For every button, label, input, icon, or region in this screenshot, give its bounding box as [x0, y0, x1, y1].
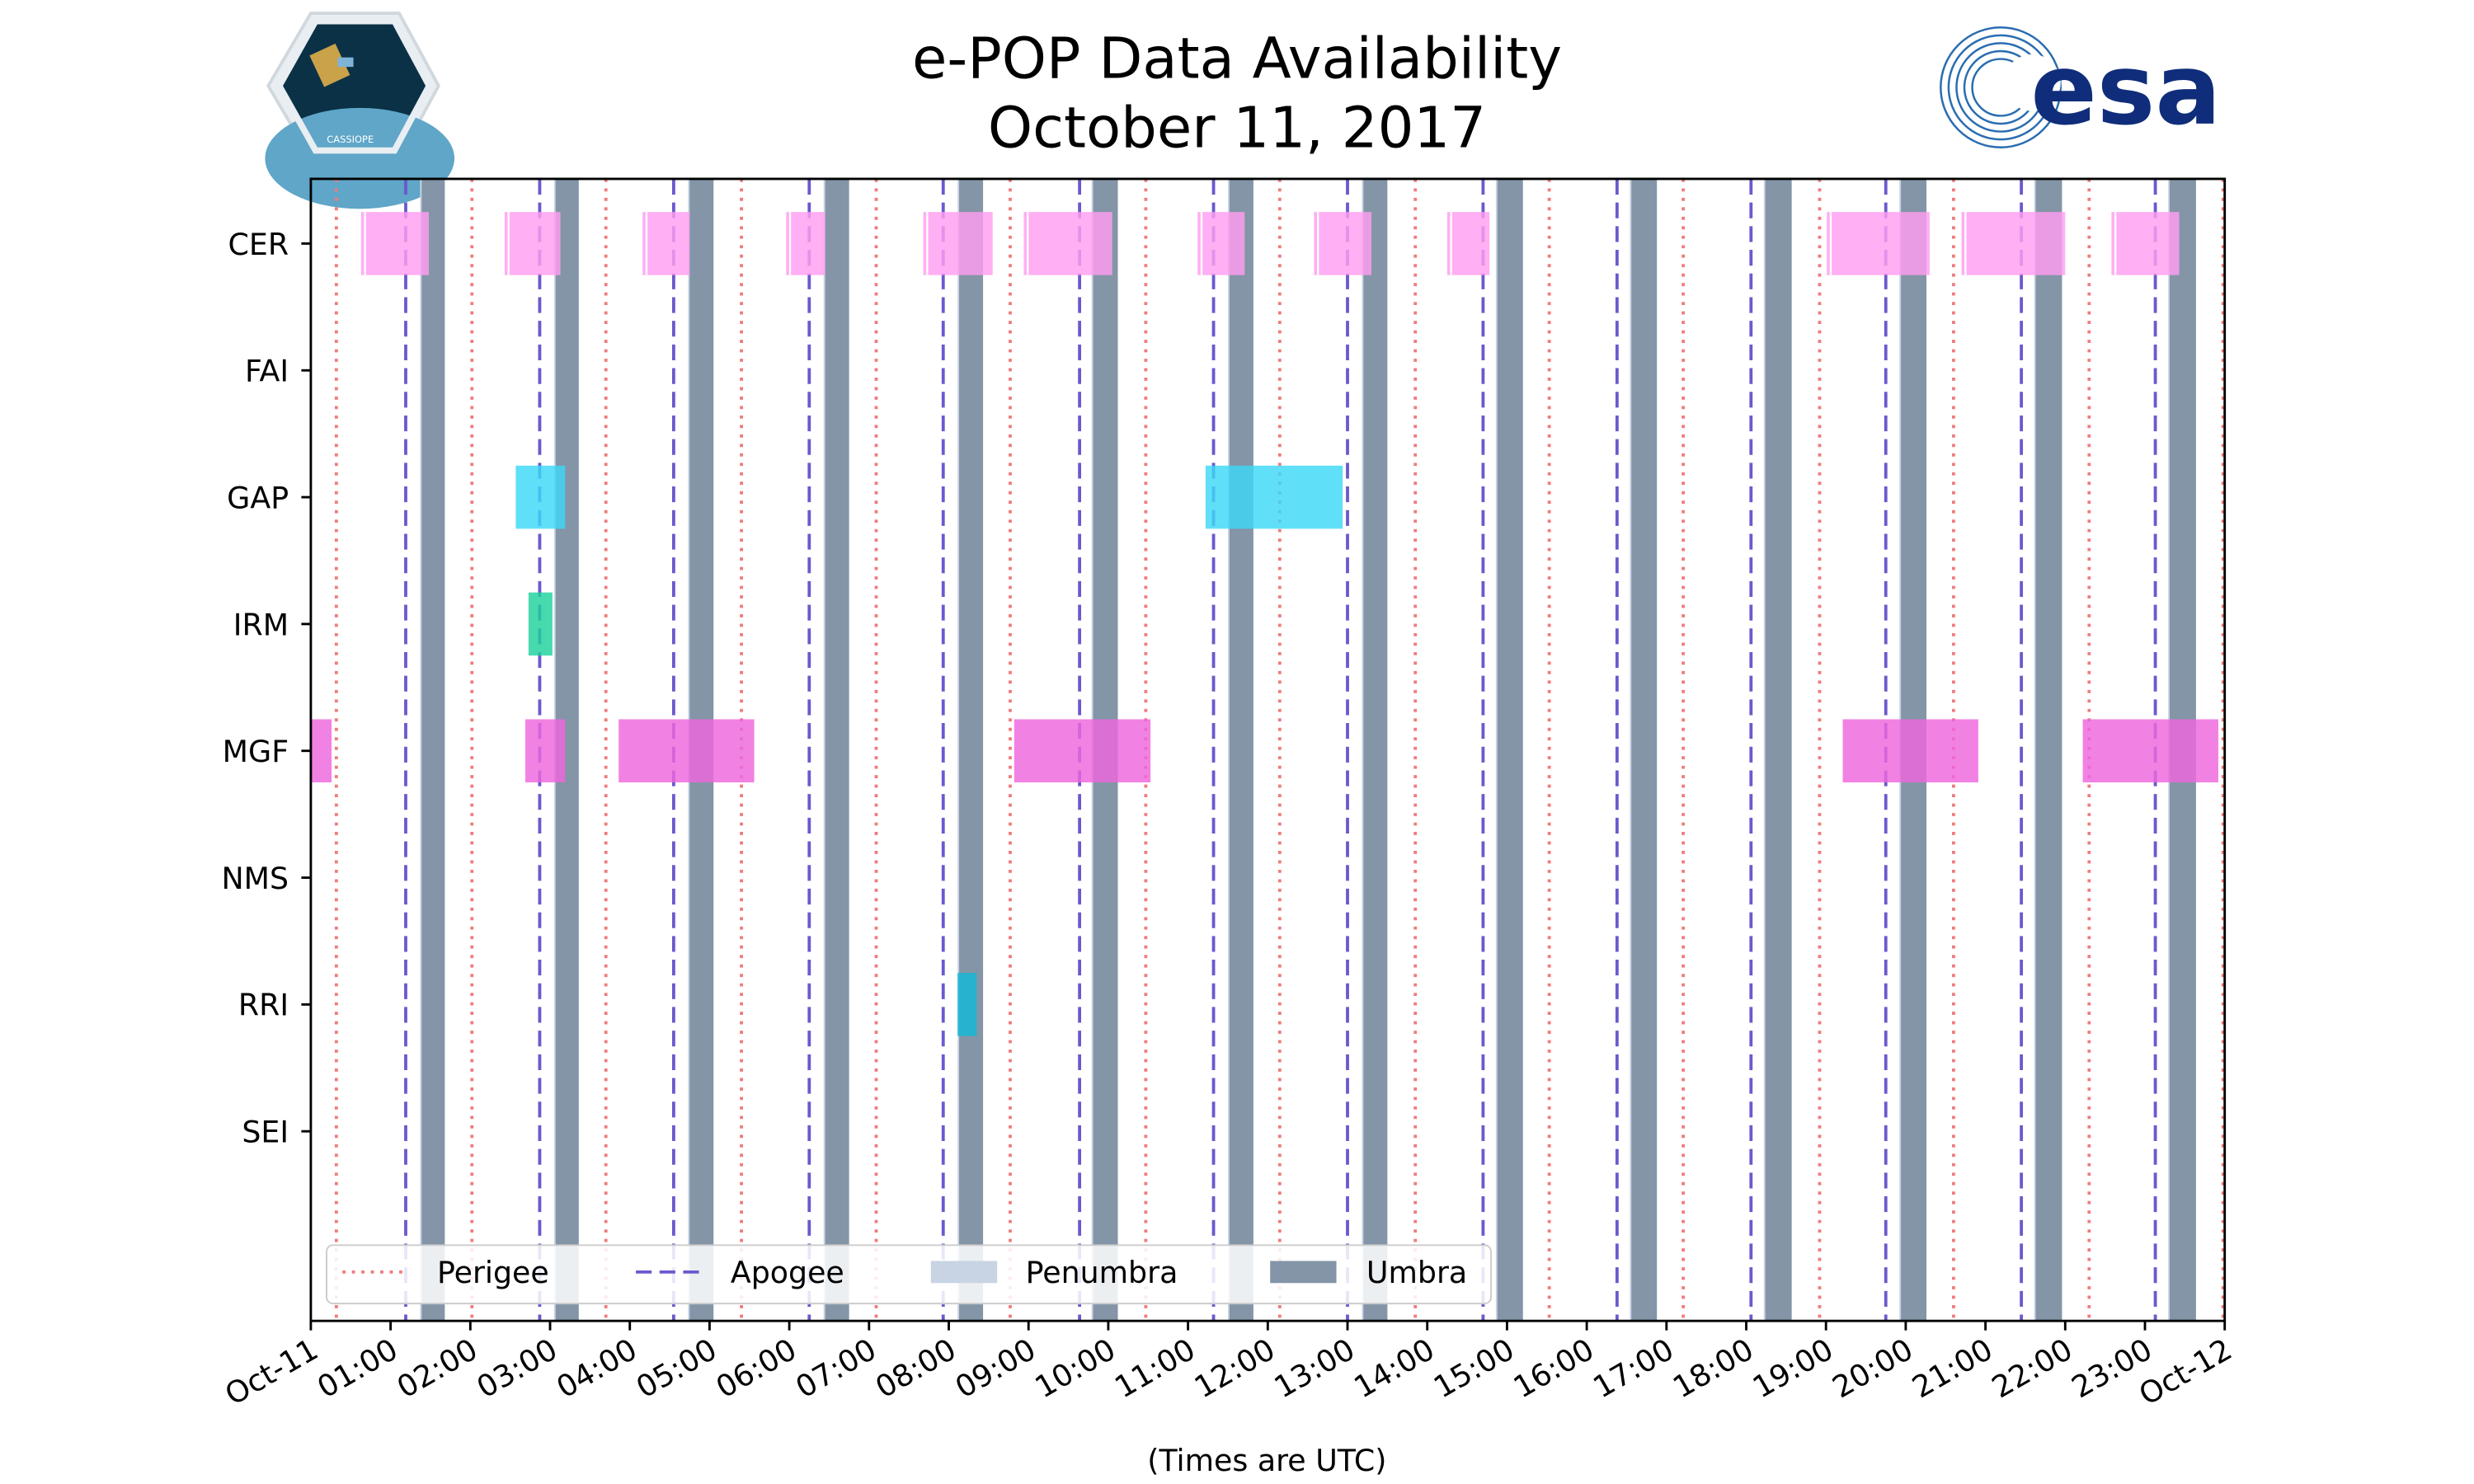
x-tick-label: Oct-12: [2133, 1331, 2237, 1412]
x-tick-label: 18:00: [1667, 1331, 1759, 1406]
umbra-band: [2035, 178, 2062, 1322]
data-bar-cer: [1446, 212, 1490, 275]
y-tick-label: MGF: [223, 734, 289, 769]
x-tick-label: 17:00: [1587, 1331, 1680, 1406]
data-bar-gap: [1205, 465, 1343, 529]
data-bar-mgf: [2082, 719, 2218, 782]
x-tick-label: 12:00: [1188, 1331, 1281, 1406]
data-bar-cer: [360, 212, 430, 275]
x-tick-label: 09:00: [949, 1331, 1042, 1406]
x-tick-label: 04:00: [550, 1331, 642, 1406]
cassiope-logo-text: CASSIOPE: [327, 134, 374, 145]
x-tick-label: 14:00: [1348, 1331, 1440, 1406]
umbra-band: [421, 178, 445, 1322]
penumbra-band: [957, 178, 961, 1322]
x-tick-label: 01:00: [311, 1331, 403, 1406]
umbra-band: [1363, 178, 1388, 1322]
axes-frame: [309, 177, 2227, 1322]
x-axis-label: (Times are UTC): [1147, 1443, 1386, 1478]
data-bar-cer: [1961, 212, 2066, 275]
x-tick-label: 19:00: [1747, 1331, 1839, 1406]
cassiope-logo: CASSIOPE: [265, 12, 455, 209]
data-bar-cer: [1314, 212, 1372, 275]
data-bar-cer: [504, 212, 561, 275]
y-tick-label: RRI: [238, 988, 289, 1023]
y-tick-label: SEI: [242, 1115, 289, 1150]
legend-label: Penumbra: [1026, 1255, 1178, 1290]
data-bar-mgf: [1842, 719, 1978, 782]
umbra-band: [1229, 178, 1253, 1322]
plot-area: [310, 178, 2225, 1322]
data-bar-mgf: [525, 719, 566, 782]
y-tick-label: NMS: [222, 861, 289, 896]
legend-swatch-penumbra: [930, 1261, 998, 1284]
y-tick-label: IRM: [233, 607, 289, 642]
umbra-band: [825, 178, 849, 1322]
x-tick-label: 03:00: [471, 1331, 563, 1406]
data-bar-cer: [786, 212, 825, 275]
legend-label: Apogee: [731, 1255, 844, 1290]
umbra-band: [959, 178, 984, 1322]
x-tick-label: 16:00: [1507, 1331, 1600, 1406]
umbra-band: [1765, 178, 1792, 1322]
chart-title: e-POP Data Availability: [912, 26, 1562, 92]
x-tick-label: 13:00: [1268, 1331, 1361, 1406]
x-tick-label: 11:00: [1108, 1331, 1201, 1406]
y-tick-label: GAP: [227, 480, 289, 515]
x-tick-label: 10:00: [1029, 1331, 1122, 1406]
legend: Perigee Apogee Penumbra Umbra: [326, 1244, 1492, 1305]
x-tick-label: 21:00: [1906, 1331, 1998, 1406]
legend-box: [326, 1244, 1492, 1305]
x-axis: Oct-1101:0002:0003:0004:0005:0006:0007:0…: [219, 1321, 2238, 1412]
data-bar-cer: [642, 212, 690, 275]
chart-subtitle: October 11, 2017: [988, 96, 1486, 162]
data-bar-cer: [1197, 212, 1245, 275]
penumbra-band: [1495, 178, 1499, 1322]
data-bar-cer: [1827, 212, 1930, 275]
penumbra-band: [1362, 178, 1366, 1322]
x-tick-label: 22:00: [1986, 1331, 2078, 1406]
x-tick-label: 20:00: [1827, 1331, 1919, 1406]
data-bar-rri: [957, 973, 977, 1036]
umbra-band: [1631, 178, 1658, 1322]
legend-label: Umbra: [1366, 1255, 1467, 1290]
y-tick-label: FAI: [245, 354, 289, 389]
data-bar-mgf: [310, 719, 332, 782]
esa-logo: esa: [1940, 26, 2221, 148]
legend-label: Perigee: [437, 1255, 549, 1290]
x-tick-label: 05:00: [630, 1331, 722, 1406]
x-tick-label: Oct-11: [219, 1331, 324, 1412]
x-tick-label: 15:00: [1427, 1331, 1520, 1406]
data-bar-gap: [515, 465, 566, 529]
esa-logo-text: esa: [2030, 33, 2221, 147]
data-bar-cer: [923, 212, 993, 275]
data-bar-mgf: [618, 719, 755, 782]
x-tick-label: 02:00: [391, 1331, 483, 1406]
y-axis: CER FAI GAP IRM MGF NMS RRI SEI: [222, 227, 311, 1150]
data-bar-cer: [1023, 212, 1112, 275]
legend-swatch-umbra: [1270, 1261, 1337, 1284]
y-tick-label: CER: [228, 227, 289, 262]
umbra-band: [1497, 178, 1523, 1322]
data-bar-irm: [528, 592, 553, 656]
data-bar-cer: [2111, 212, 2180, 275]
x-tick-label: 07:00: [790, 1331, 882, 1406]
x-tick-label: 08:00: [869, 1331, 962, 1406]
data-bar-mgf: [1014, 719, 1151, 782]
x-tick-label: 06:00: [710, 1331, 802, 1406]
